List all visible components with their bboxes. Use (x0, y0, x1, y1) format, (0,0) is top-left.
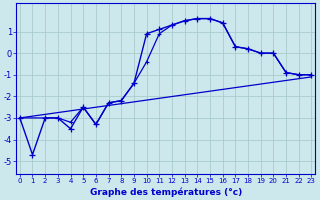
X-axis label: Graphe des températures (°c): Graphe des températures (°c) (90, 187, 242, 197)
